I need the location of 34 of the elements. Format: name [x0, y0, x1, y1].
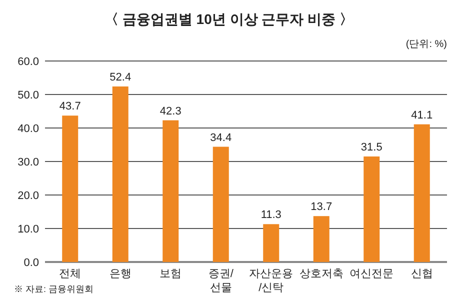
x-tick-label: 자산운용 /신탁	[249, 268, 294, 294]
bar	[313, 216, 330, 262]
y-tick-label: 30.0	[18, 156, 39, 168]
data-label: 41.1	[411, 109, 433, 122]
data-label: 43.7	[59, 100, 81, 113]
x-tick-label: 상호저축	[299, 268, 344, 280]
y-tick-label: 0.0	[24, 257, 39, 269]
x-tick-label: 은행	[109, 268, 132, 280]
data-label: 31.5	[360, 141, 382, 154]
text: ※ 자료: 금융위원회	[14, 284, 94, 294]
data-label: 42.3	[160, 105, 182, 118]
bar	[212, 146, 229, 262]
bar	[162, 120, 179, 262]
y-tick-label: 20.0	[18, 190, 39, 202]
bar	[263, 224, 280, 262]
y-tick-label: 10.0	[18, 224, 39, 236]
y-tick-label: 40.0	[18, 123, 39, 135]
y-tick-label: 60.0	[18, 56, 39, 68]
x-tick-label: 여신전문	[350, 268, 394, 280]
bar	[112, 86, 128, 262]
data-label: 34.4	[210, 132, 232, 144]
x-tick-label: 증권/ 선물	[208, 268, 234, 294]
x-tick-label: 신협	[410, 268, 433, 280]
y-tick-label: 50.0	[18, 90, 39, 102]
y-axis-title: (단위: %)	[406, 39, 447, 50]
bar	[364, 156, 380, 262]
bar	[414, 124, 430, 262]
x-tick-label: 전체	[59, 268, 82, 280]
chart-title: 〈 금융업권별 10년 이상 근무자 비중 〉	[104, 11, 354, 27]
data-label: 52.4	[110, 71, 132, 84]
x-tick-label: 보험	[160, 268, 182, 280]
data-label: 13.7	[310, 201, 332, 214]
bar	[62, 116, 78, 262]
data-label: 11.3	[260, 209, 282, 222]
